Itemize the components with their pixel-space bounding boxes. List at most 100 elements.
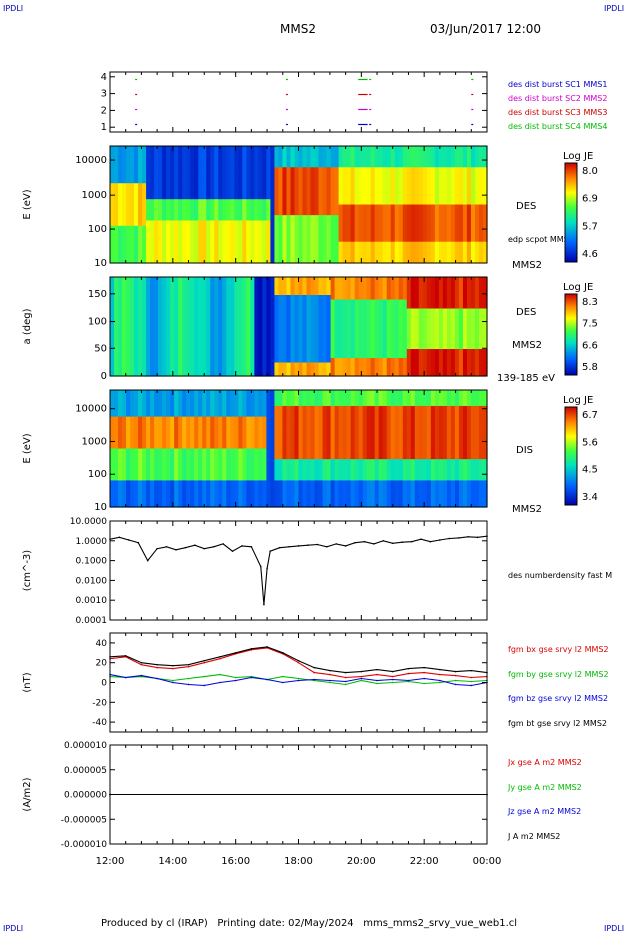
des_energy-cell	[238, 252, 243, 259]
des_energy-cell	[362, 225, 368, 232]
des_energy-cell	[382, 241, 388, 248]
des_energy-cell	[282, 167, 288, 174]
dis_energy-cell	[190, 453, 195, 460]
des_energy-cell	[426, 199, 432, 206]
dis_energy-cell	[234, 464, 239, 471]
dis_energy-cell	[150, 480, 155, 487]
des_energy-cell	[178, 167, 183, 174]
dis_energy-cell	[134, 390, 139, 396]
des_pitch-cell	[310, 281, 316, 287]
des_energy-cell	[310, 183, 316, 190]
des_pitch-cell	[402, 331, 408, 337]
des_energy-cell	[210, 236, 215, 243]
des_energy-cell	[242, 241, 247, 248]
des_pitch-cell	[454, 367, 460, 373]
des_energy-cell	[258, 252, 264, 259]
des_pitch-cell	[118, 367, 123, 373]
dis_energy-cell	[110, 421, 115, 428]
des_energy-cell	[246, 167, 251, 174]
des_pitch-cell	[434, 353, 440, 359]
des_energy-cell	[306, 241, 312, 248]
dis_energy-cell	[142, 496, 147, 503]
des_pitch-cell	[450, 304, 456, 310]
des_energy-cell	[182, 209, 187, 216]
dis_energy-cell	[202, 485, 207, 492]
des_pitch-cell	[110, 335, 115, 341]
des_pitch-cell	[442, 326, 448, 332]
des_energy-cell	[426, 183, 432, 190]
des_energy-cell	[138, 236, 143, 243]
des_pitch-cell	[422, 367, 428, 373]
des_energy-cell	[130, 252, 135, 259]
des_energy-cell	[402, 183, 408, 190]
dis_energy-cell	[206, 501, 211, 508]
des_energy-cell	[146, 193, 151, 200]
des_energy-cell	[390, 252, 396, 259]
des_energy-cell	[386, 252, 392, 259]
des_pitch-cell	[250, 371, 255, 377]
des_energy-cell	[278, 241, 284, 248]
des_pitch-cell	[350, 295, 356, 301]
des_pitch-cell	[462, 340, 468, 346]
des_energy-cell	[398, 193, 404, 200]
des_pitch-cell	[450, 322, 456, 328]
des_energy-cell	[370, 167, 376, 174]
des_pitch-cell	[146, 308, 151, 314]
des_energy-cell	[242, 188, 247, 195]
des_energy-cell	[218, 156, 223, 163]
dis_energy-cell	[234, 491, 239, 497]
des_energy-cell	[158, 252, 163, 259]
des_energy-cell	[422, 252, 428, 259]
des_pitch-cell	[406, 358, 412, 364]
des_pitch-cell	[246, 308, 251, 314]
des_pitch-cell	[158, 340, 163, 346]
des_pitch-cell	[242, 344, 247, 350]
dis_energy-cell	[142, 437, 147, 444]
des_energy-cell	[222, 167, 227, 174]
dis_energy-cell	[110, 427, 115, 434]
des_pitch-cell	[186, 362, 191, 368]
dis_energy-cell	[206, 411, 211, 418]
des_pitch-cell	[390, 281, 396, 287]
dis_energy-cell	[150, 421, 155, 428]
des_pitch-cell	[298, 290, 304, 296]
des_energy-cell	[438, 177, 444, 184]
des_energy-cell	[386, 188, 392, 195]
des_energy-cell	[194, 215, 199, 222]
des_pitch-cell	[462, 299, 468, 305]
des_energy-cell	[362, 199, 368, 206]
des_pitch-cell	[242, 286, 247, 292]
des_energy-cell	[370, 199, 376, 206]
des_pitch-cell	[242, 367, 247, 373]
des_pitch-cell	[450, 367, 456, 373]
dis_energy-cell	[170, 443, 175, 450]
des_pitch-cell	[122, 322, 127, 328]
des_pitch-cell	[418, 340, 424, 346]
des_energy-cell	[146, 257, 151, 264]
des_pitch-cell	[298, 299, 304, 305]
des_pitch-cell	[202, 290, 207, 296]
des_energy-cell	[354, 204, 360, 211]
des_pitch-cell	[206, 317, 211, 323]
dis_energy-cell	[178, 421, 183, 428]
des_energy-cell	[430, 146, 436, 152]
des_pitch-cell	[126, 295, 131, 301]
des_pitch-cell	[234, 335, 239, 341]
des_pitch-cell	[406, 340, 412, 346]
des_energy-cell	[458, 177, 464, 184]
dis_energy-cell	[130, 448, 135, 455]
des_pitch-cell	[270, 317, 276, 323]
dis_energy-cell	[258, 501, 264, 508]
des_energy-cell	[154, 252, 159, 259]
dis_energy-cell	[134, 453, 139, 460]
des_energy-cell	[374, 199, 380, 206]
des_energy-cell	[154, 177, 159, 184]
des_energy-cell	[138, 167, 143, 174]
dis_energy-cell	[226, 453, 231, 460]
des_pitch-cell	[354, 304, 360, 310]
des_pitch-cell	[258, 322, 264, 328]
des_energy-cell	[226, 183, 231, 190]
des_pitch-cell	[314, 295, 320, 301]
des_pitch-cell	[478, 313, 484, 319]
des_pitch-cell	[414, 295, 420, 301]
